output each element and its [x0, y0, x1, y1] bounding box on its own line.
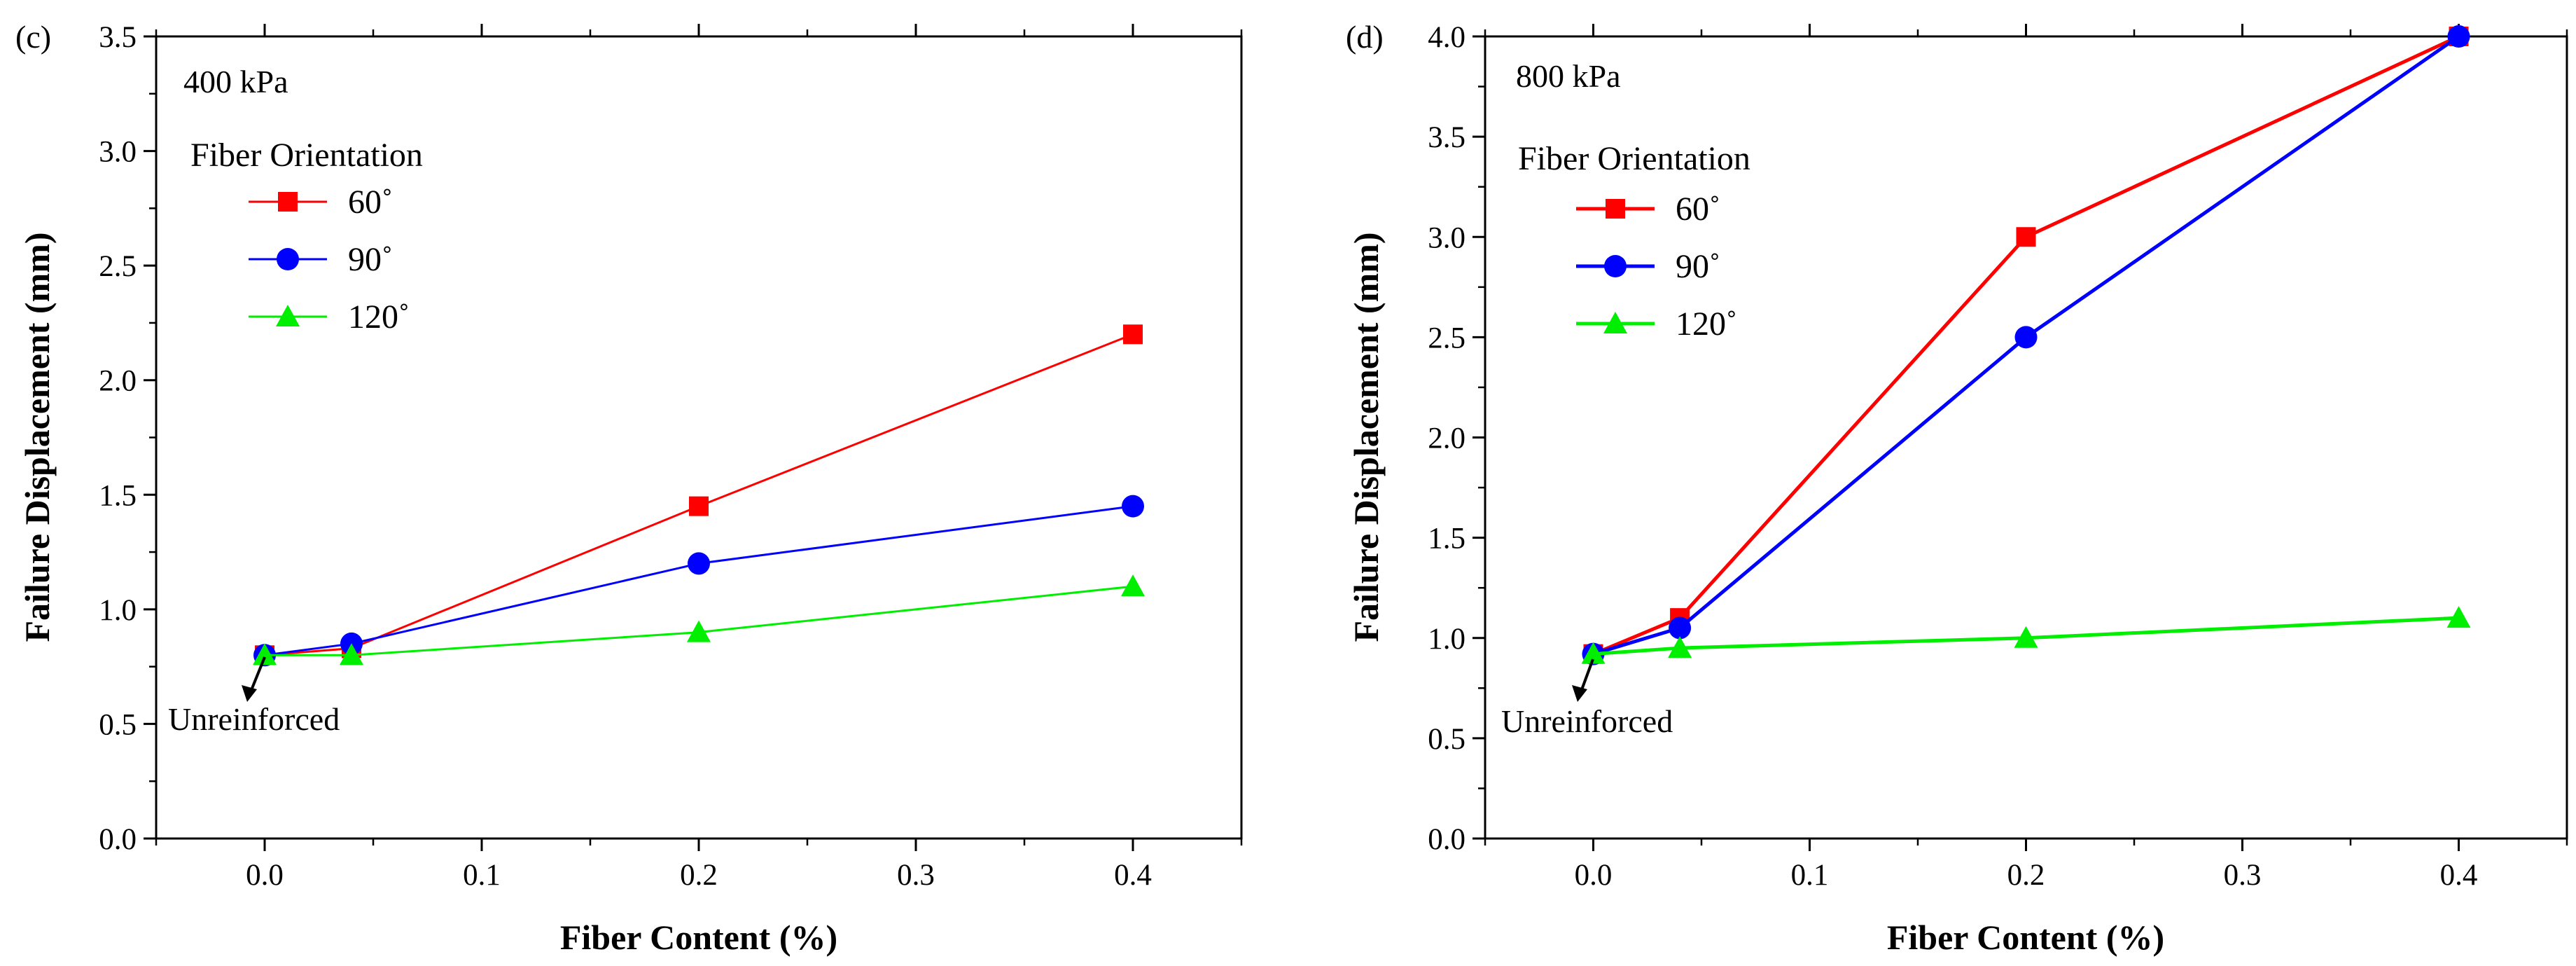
series-line-60 [264, 333, 1134, 656]
data-point-90-3 [1122, 495, 1144, 518]
panel-label: (d) [1346, 19, 1384, 55]
x-tick-label: 0.2 [680, 859, 718, 892]
y-tick-label: 2.0 [1428, 422, 1465, 455]
x-tick-label: 0.3 [2224, 859, 2262, 892]
y-tick-label: 0.0 [99, 823, 137, 856]
unreinforced-arrow-head [242, 685, 257, 702]
data-point-120-0 [253, 643, 277, 665]
data-point-120-2 [2014, 626, 2038, 648]
series-line-90 [264, 505, 1134, 656]
unreinforced-label: Unreinforced [1501, 703, 1673, 739]
legend: Fiber Orientation 60˚ 90˚ 120˚ [1518, 140, 1750, 343]
data-point-120-2 [687, 620, 711, 642]
x-tick-label: 0.3 [897, 859, 935, 892]
legend-title: Fiber Orientation [190, 137, 423, 174]
y-tick-label: 3.0 [99, 136, 137, 169]
legend-label-60: 60˚ [348, 184, 393, 221]
data-point-60-2 [2016, 227, 2036, 247]
data-point-90-1 [1669, 616, 1692, 640]
y-tick-label: 0.5 [1428, 723, 1465, 756]
x-axis-title: Fiber Content (%) [1887, 918, 2164, 957]
y-tick-label: 1.5 [1428, 523, 1465, 556]
axis-ticks: 0.0 0.1 0.2 0.3 0.4 0.0 0.5 1.0 1.5 2.0 2.5 3.0 3.5 [99, 21, 1243, 892]
chart-panel-c: (c) 0.0 0.1 0.2 0.3 0.4 0.0 0.5 1.0 1.5 2.0 2.5 3.0… [15, 19, 1243, 957]
y-tick-label: 1.0 [99, 594, 137, 627]
data-point-120-3 [2446, 606, 2471, 628]
data-point-90-2 [688, 552, 710, 575]
legend-marker-120 [1603, 312, 1627, 333]
legend-marker-120 [276, 305, 300, 326]
legend-marker-60 [1606, 199, 1625, 219]
series-line-60 [1592, 34, 2460, 656]
data-point-120-1 [1668, 636, 1692, 658]
data-point-120-1 [340, 643, 363, 665]
x-tick-label: 0.4 [2440, 859, 2478, 892]
panel-label: (c) [15, 19, 51, 55]
legend-marker-90 [1604, 255, 1627, 277]
unreinforced-arrow-shaft [1579, 658, 1594, 694]
pressure-annotation: 400 kPa [183, 64, 288, 99]
data-point-120-3 [1121, 574, 1145, 597]
unreinforced-annotation: Unreinforced [1501, 658, 1673, 739]
data-point-60-3 [1123, 324, 1143, 345]
y-tick-label: 3.5 [99, 21, 137, 54]
legend-label-120: 120˚ [348, 298, 410, 336]
series-line-120 [265, 585, 1134, 656]
unreinforced-arrow-shaft [249, 656, 266, 694]
chart-panel-d: (d) 0.0 0.1 0.2 0.3 0.4 0.0 0.5 1.0 1.5 2.0 2.5 3.0… [1346, 19, 2568, 957]
data-point-120-0 [1581, 642, 1606, 664]
y-tick-label: 3.5 [1428, 121, 1465, 154]
legend-label-120: 120˚ [1676, 305, 1737, 343]
legend-title: Fiber Orientation [1518, 140, 1750, 177]
y-tick-label: 1.5 [99, 479, 137, 512]
y-tick-label: 3.0 [1428, 221, 1465, 254]
series-line-90 [1592, 34, 2460, 656]
y-tick-label: 1.0 [1428, 623, 1465, 656]
unreinforced-arrow-head [1572, 685, 1587, 702]
y-tick-label: 2.5 [99, 250, 137, 283]
x-tick-label: 0.2 [2007, 859, 2045, 892]
y-tick-label: 2.5 [1428, 322, 1465, 354]
legend-label-60: 60˚ [1676, 191, 1720, 228]
x-axis-title: Fiber Content (%) [560, 918, 837, 957]
y-tick-label: 2.0 [99, 365, 137, 398]
legend-marker-60 [278, 192, 298, 212]
y-axis-title: Failure Displacement (mm) [18, 232, 57, 642]
series-marks [1581, 25, 2471, 665]
x-tick-label: 0.1 [463, 859, 501, 892]
data-point-90-2 [2014, 326, 2038, 349]
series-marks [253, 324, 1145, 667]
unreinforced-label: Unreinforced [168, 701, 340, 737]
x-tick-label: 0.0 [246, 859, 284, 892]
x-tick-label: 0.4 [1114, 859, 1152, 892]
pressure-annotation: 800 kPa [1516, 58, 1621, 94]
legend-marker-90 [277, 248, 299, 270]
data-point-90-3 [2447, 25, 2470, 48]
y-tick-label: 0.5 [99, 708, 137, 741]
legend: Fiber Orientation 60˚ 90˚ 120˚ [190, 137, 423, 336]
y-axis-title: Failure Displacement (mm) [1346, 232, 1386, 642]
unreinforced-annotation: Unreinforced [168, 656, 340, 737]
x-tick-label: 0.0 [1575, 859, 1613, 892]
legend-label-90: 90˚ [1676, 248, 1720, 285]
data-point-60-2 [689, 496, 709, 516]
y-tick-label: 4.0 [1428, 21, 1465, 54]
series-line-120 [1593, 616, 2459, 656]
y-tick-label: 0.0 [1428, 823, 1465, 856]
legend-label-90: 90˚ [348, 241, 393, 278]
x-tick-label: 0.1 [1791, 859, 1829, 892]
